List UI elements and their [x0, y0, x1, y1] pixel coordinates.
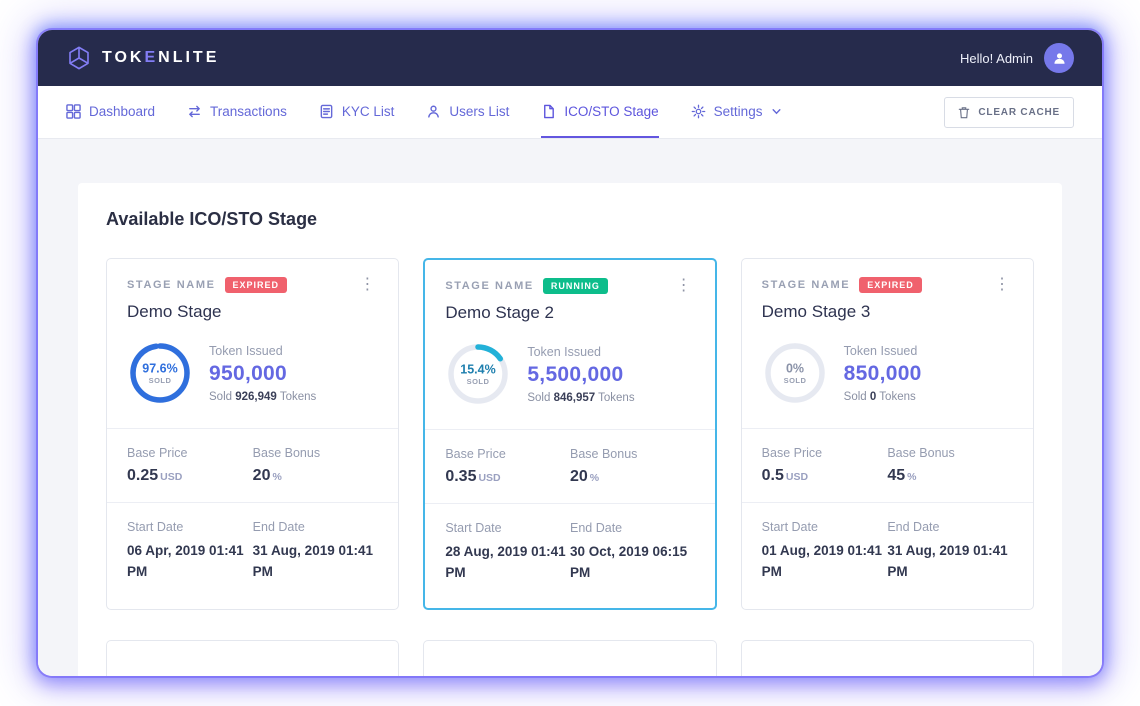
stage-card[interactable] — [740, 639, 1034, 676]
tab-label: Settings — [713, 103, 763, 119]
sold-donut-chart: 15.4% SOLD — [448, 344, 509, 404]
token-issued-value: 950,000 — [209, 361, 288, 385]
chevron-down-icon — [772, 108, 781, 115]
end-date-cell: End Date 30 Oct, 2019 06:15 PM — [570, 521, 688, 580]
kebab-menu-icon[interactable]: ⋮ — [994, 276, 1010, 293]
token-issued-value: 5,500,000 — [527, 362, 624, 386]
users-list-icon — [428, 105, 440, 118]
token-info: Token Issued 5,500,000 Sold 846,957 Toke… — [527, 345, 634, 404]
stage-card[interactable]: STAGE NAME EXPIRED ⋮ Demo Stage 3 — [740, 258, 1034, 610]
dashboard-icon — [66, 103, 81, 119]
tab-dashboard[interactable]: Dashboard — [66, 86, 155, 138]
tab-label: Dashboard — [89, 103, 156, 119]
sold-tokens-line: Sold 846,957 Tokens — [527, 391, 635, 404]
kebab-menu-icon[interactable]: ⋮ — [359, 276, 376, 293]
stage-icon — [544, 104, 555, 118]
tab-settings[interactable]: Settings — [691, 86, 782, 138]
price-bonus-row: Base Price 0.25 USD Base Bonus 20% — [107, 428, 399, 502]
page-title: Available ICO/STO Stage — [106, 209, 318, 229]
top-header: TOKENLITE Hello! Admin — [38, 30, 1102, 86]
user-menu[interactable]: Hello! Admin — [960, 43, 1074, 73]
stage-card-selected[interactable]: STAGE NAME RUNNING ⋮ Demo Stage 2 — [423, 258, 717, 610]
stage-label: STAGE NAME — [445, 280, 534, 292]
stage-label: STAGE NAME — [761, 279, 851, 291]
dates-row: Start Date 28 Aug, 2019 01:41 PM End Dat… — [425, 503, 715, 608]
stage-card[interactable] — [106, 639, 400, 676]
main-nav: Dashboard Transactions KYC List Users Li… — [38, 86, 1102, 139]
end-date-cell: End Date 31 Aug, 2019 01:41 PM — [252, 520, 373, 579]
brand-name: TOKENLITE — [102, 49, 220, 66]
user-icon — [1053, 52, 1065, 64]
stage-cards-row-partial — [106, 639, 1034, 676]
token-issued-label: Token Issued — [209, 343, 283, 358]
tab-ico-sto-stage[interactable]: ICO/STO Stage — [541, 86, 659, 138]
donut-progress — [448, 344, 509, 404]
start-date-cell: Start Date 06 Apr, 2019 01:41 PM — [127, 520, 244, 579]
base-bonus-cell: Base Bonus 45% — [887, 446, 955, 484]
tab-label: Transactions — [210, 103, 287, 119]
donut-progress — [130, 343, 190, 403]
base-price-cell: Base Price 0.5 USD — [761, 446, 823, 484]
status-badge: EXPIRED — [859, 277, 922, 293]
kyc-list-icon — [320, 104, 333, 118]
clear-cache-label: CLEAR CACHE — [978, 106, 1060, 118]
stage-name: Demo Stage — [127, 302, 222, 321]
tab-users-list[interactable]: Users List — [426, 86, 509, 138]
sold-word: SOLD — [149, 376, 172, 385]
sold-tokens-line: Sold 926,949 Tokens — [209, 390, 317, 403]
brand-logo[interactable]: TOKENLITE — [66, 45, 219, 71]
stages-panel: Available ICO/STO Stage STAGE NAME EXPIR… — [78, 183, 1062, 676]
base-bonus-cell: Base Bonus 20% — [252, 446, 321, 484]
tab-transactions[interactable]: Transactions — [187, 86, 287, 138]
stage-card[interactable]: STAGE NAME EXPIRED ⋮ Demo Stage — [106, 258, 400, 610]
avatar[interactable] — [1044, 43, 1074, 73]
content-area: Available ICO/STO Stage STAGE NAME EXPIR… — [38, 139, 1102, 676]
settings-icon — [691, 104, 706, 118]
dates-row: Start Date 06 Apr, 2019 01:41 PM End Dat… — [107, 502, 399, 607]
price-bonus-row: Base Price 0.35 USD Base Bonus 20% — [425, 429, 715, 503]
tab-kyc-list[interactable]: KYC List — [319, 86, 395, 138]
stage-card[interactable] — [423, 639, 717, 676]
trash-icon — [959, 106, 970, 118]
stage-cards-row: STAGE NAME EXPIRED ⋮ Demo Stage — [106, 258, 1034, 610]
tab-label: ICO/STO Stage — [564, 103, 659, 119]
base-bonus-cell: Base Bonus 20% — [570, 447, 638, 485]
status-badge: RUNNING — [542, 278, 608, 294]
token-info: Token Issued 950,000 Sold 926,949 Tokens — [209, 344, 316, 403]
app-window: TOKENLITE Hello! Admin Dashboard — [38, 30, 1102, 676]
end-date-cell: End Date 31 Aug, 2019 01:41 PM — [887, 520, 1008, 579]
stage-label: STAGE NAME — [127, 279, 216, 291]
sold-word: SOLD — [467, 377, 490, 386]
token-info: Token Issued 850,000 Sold 0 Tokens — [844, 344, 922, 403]
tab-label: Users List — [449, 103, 510, 119]
stage-name: Demo Stage 3 — [761, 302, 871, 321]
clear-cache-button[interactable]: CLEAR CACHE — [944, 96, 1074, 128]
sold-percent: 15.4% — [461, 363, 496, 377]
sold-percent: 0% — [786, 362, 804, 376]
donut-progress — [764, 343, 825, 403]
tab-label: KYC List — [341, 103, 395, 119]
sold-percent: 97.6% — [142, 362, 177, 376]
tokenlite-cube-icon — [69, 46, 89, 70]
greeting-text: Hello! Admin — [960, 50, 1033, 66]
start-date-cell: Start Date 01 Aug, 2019 01:41 PM — [761, 520, 882, 579]
transactions-icon — [189, 105, 200, 117]
token-issued-label: Token Issued — [843, 343, 918, 358]
stage-name: Demo Stage 2 — [445, 303, 555, 322]
dates-row: Start Date 01 Aug, 2019 01:41 PM End Dat… — [741, 502, 1033, 607]
kebab-menu-icon[interactable]: ⋮ — [675, 277, 692, 294]
base-price-cell: Base Price 0.25 USD — [127, 446, 188, 484]
token-issued-label: Token Issued — [527, 344, 601, 359]
base-price-cell: Base Price 0.35 USD — [445, 447, 506, 485]
sold-donut-chart: 0% SOLD — [764, 343, 825, 403]
sold-donut-chart: 97.6% SOLD — [130, 343, 190, 403]
token-issued-value: 850,000 — [843, 361, 922, 385]
sold-tokens-line: Sold 0 Tokens — [843, 390, 916, 403]
start-date-cell: Start Date 28 Aug, 2019 01:41 PM — [445, 521, 566, 580]
status-badge: EXPIRED — [224, 277, 288, 293]
price-bonus-row: Base Price 0.5 USD Base Bonus 45% — [741, 428, 1033, 502]
sold-word: SOLD — [783, 376, 806, 385]
